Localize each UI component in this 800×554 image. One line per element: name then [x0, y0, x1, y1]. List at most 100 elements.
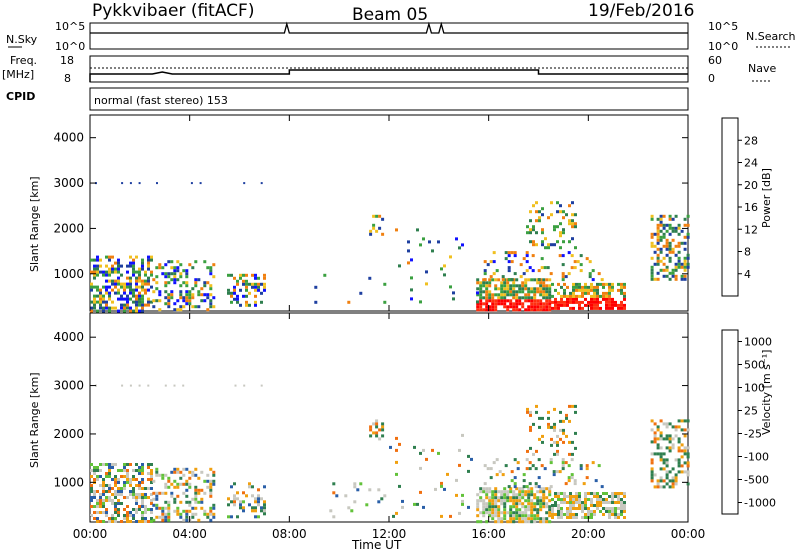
echo-cell	[494, 502, 498, 506]
echo-cell	[548, 278, 552, 282]
echo-cell	[263, 485, 266, 489]
echo-cell	[568, 240, 571, 244]
echo-cell	[593, 291, 596, 295]
echo-cell	[368, 276, 372, 280]
echo-cell	[650, 244, 654, 248]
echo-cell	[105, 285, 108, 289]
echo-cell	[540, 464, 544, 468]
echo-cell	[236, 297, 239, 301]
echo-cell	[188, 500, 192, 504]
echo-cell	[513, 251, 517, 255]
echo-cell	[533, 508, 537, 512]
echo-cell	[152, 305, 156, 309]
echo-cell	[596, 495, 599, 498]
echo-cell	[422, 505, 425, 509]
echo-cell	[381, 232, 385, 236]
echo-cell	[194, 512, 198, 516]
echo-cell	[527, 517, 531, 521]
echo-cell	[677, 250, 681, 254]
nsky-tick-top: 10^5	[55, 20, 85, 33]
echo-cell	[102, 273, 105, 277]
echo-cell	[671, 238, 675, 242]
echo-cell	[372, 431, 376, 435]
echo-cell	[683, 446, 687, 450]
echo-cell	[105, 475, 108, 478]
echo-cell	[209, 269, 213, 273]
echo-cell	[584, 507, 587, 510]
echo-cell	[515, 505, 519, 509]
echo-cell	[233, 500, 236, 504]
echo-cell	[553, 428, 556, 432]
echo-cell	[579, 254, 583, 258]
echo-cell	[529, 210, 532, 214]
echo-cell	[650, 428, 654, 432]
echo-cell	[108, 463, 111, 466]
echo-cell	[353, 482, 357, 486]
echo-cell	[99, 300, 102, 304]
echo-cell	[179, 272, 183, 276]
echo-cell	[344, 494, 348, 498]
echo-cell	[518, 508, 522, 512]
echo-cell	[527, 505, 531, 509]
echo-cell	[500, 493, 504, 497]
echo-cell	[114, 520, 117, 523]
echo-cell	[138, 270, 141, 274]
echo-cell	[539, 496, 543, 500]
echo-cell	[547, 246, 550, 250]
echo-cell	[540, 266, 544, 270]
echo-cell	[144, 282, 147, 286]
echo-cell	[683, 452, 687, 456]
echo-cell	[123, 306, 126, 310]
echo-cell	[209, 512, 213, 516]
echo-cell	[578, 300, 581, 304]
date-title: 19/Feb/2016	[588, 1, 694, 21]
echo-cell	[542, 281, 546, 285]
echo-cell	[556, 240, 559, 244]
echo-cell	[532, 225, 535, 229]
echo-cell	[96, 502, 99, 505]
echo-cell	[132, 309, 135, 313]
echo-cell	[683, 256, 687, 260]
echo-cell	[138, 182, 141, 185]
echo-cell	[611, 498, 614, 501]
echo-cell	[503, 299, 507, 303]
echo-cell	[527, 299, 531, 303]
echo-cell	[596, 291, 599, 295]
echo-cell	[519, 263, 523, 267]
echo-cell	[167, 479, 171, 483]
echo-cell	[93, 306, 96, 310]
echo-cell	[105, 264, 108, 268]
echo-cell	[239, 503, 242, 507]
echo-cell	[620, 504, 623, 507]
echo-cell	[593, 300, 596, 304]
echo-cell	[533, 496, 537, 500]
echo-cell	[152, 290, 156, 294]
echo-cell	[150, 478, 153, 481]
echo-cell	[593, 294, 596, 298]
echo-cell	[176, 506, 180, 510]
echo-cell	[126, 282, 129, 286]
echo-cell	[144, 505, 147, 508]
echo-cell	[482, 490, 486, 494]
echo-cell	[135, 511, 138, 514]
echo-cell	[123, 487, 126, 490]
echo-cell	[515, 487, 519, 491]
echo-cell	[596, 507, 599, 510]
echo-cell	[117, 499, 120, 502]
echo-cell	[602, 294, 605, 298]
echo-cell	[668, 479, 672, 483]
echo-cell	[562, 216, 565, 220]
echo-cell	[99, 297, 102, 301]
echo-cell	[534, 482, 538, 486]
echo-cell	[680, 470, 684, 474]
echo-cell	[377, 500, 381, 504]
echo-cell	[150, 481, 153, 484]
echo-cell	[545, 290, 549, 294]
echo-cell	[558, 254, 562, 258]
echo-cell	[506, 299, 510, 303]
echo-cell	[243, 384, 246, 387]
echo-cell	[539, 308, 543, 312]
echo-cell	[173, 269, 177, 273]
echo-cell	[656, 437, 660, 441]
echo-cell	[123, 463, 126, 466]
